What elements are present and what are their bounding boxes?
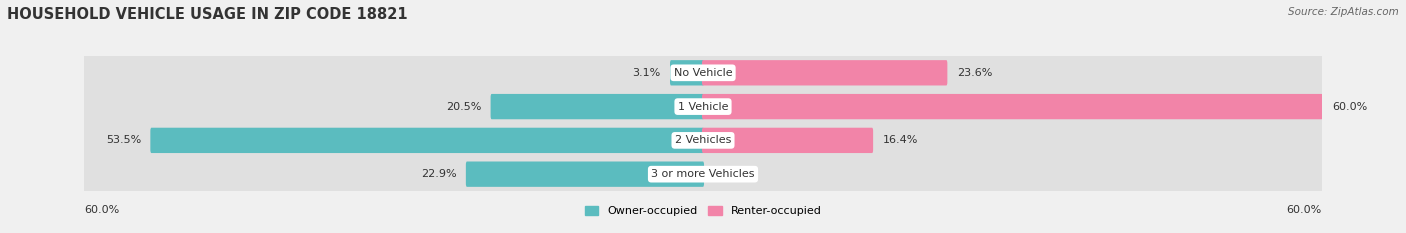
FancyBboxPatch shape [82, 83, 1324, 130]
Text: 22.9%: 22.9% [420, 169, 457, 179]
FancyBboxPatch shape [82, 151, 1324, 198]
Text: 60.0%: 60.0% [84, 205, 120, 215]
Text: 20.5%: 20.5% [446, 102, 481, 112]
Text: 60.0%: 60.0% [1286, 205, 1322, 215]
FancyBboxPatch shape [702, 60, 948, 86]
FancyBboxPatch shape [465, 161, 704, 187]
Text: 3.1%: 3.1% [633, 68, 661, 78]
Text: No Vehicle: No Vehicle [673, 68, 733, 78]
Text: 3 or more Vehicles: 3 or more Vehicles [651, 169, 755, 179]
Text: HOUSEHOLD VEHICLE USAGE IN ZIP CODE 18821: HOUSEHOLD VEHICLE USAGE IN ZIP CODE 1882… [7, 7, 408, 22]
Text: 0.0%: 0.0% [713, 169, 741, 179]
Text: Source: ZipAtlas.com: Source: ZipAtlas.com [1288, 7, 1399, 17]
Text: 23.6%: 23.6% [956, 68, 993, 78]
FancyBboxPatch shape [150, 128, 704, 153]
FancyBboxPatch shape [82, 49, 1324, 96]
Legend: Owner-occupied, Renter-occupied: Owner-occupied, Renter-occupied [581, 201, 825, 220]
Text: 2 Vehicles: 2 Vehicles [675, 135, 731, 145]
FancyBboxPatch shape [702, 128, 873, 153]
Text: 53.5%: 53.5% [105, 135, 141, 145]
Text: 1 Vehicle: 1 Vehicle [678, 102, 728, 112]
FancyBboxPatch shape [82, 117, 1324, 164]
FancyBboxPatch shape [671, 60, 704, 86]
Text: 16.4%: 16.4% [883, 135, 918, 145]
Text: 60.0%: 60.0% [1331, 102, 1367, 112]
FancyBboxPatch shape [491, 94, 704, 119]
FancyBboxPatch shape [702, 94, 1323, 119]
